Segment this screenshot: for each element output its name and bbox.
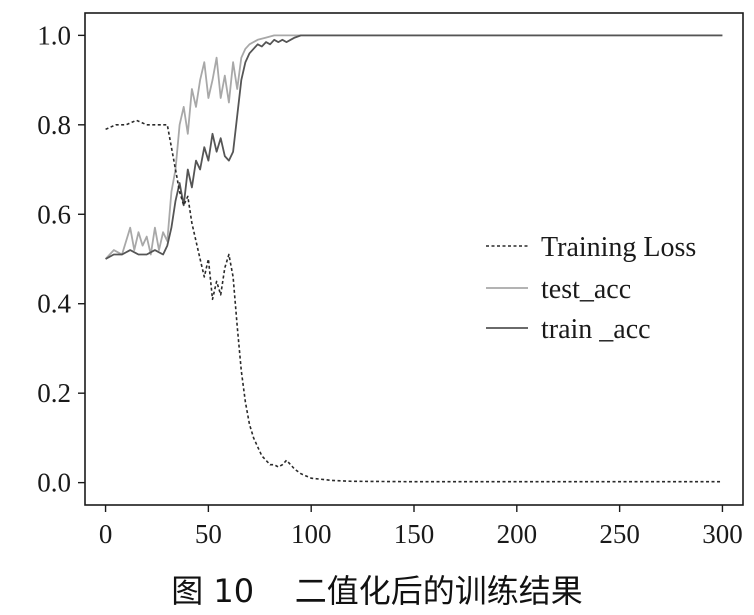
legend-label: Training Loss [541,232,696,263]
x-tick-label: 150 [394,519,435,549]
series-layer [104,34,723,483]
y-tick-label: 1.0 [37,20,71,50]
y-tick-label: 0.4 [37,289,71,319]
x-tick-label: 300 [702,519,743,549]
series-line-training-loss [105,119,723,483]
series-line-train-acc [105,34,723,260]
x-tick-label: 250 [599,519,640,549]
y-tick-label: 0.2 [37,378,71,408]
x-tick-label: 200 [497,519,538,549]
figure-caption: 图 10 二值化后的训练结果 [171,572,583,610]
legend-label: test_acc [541,274,631,305]
x-tick-label: 100 [291,519,332,549]
x-tick-label: 50 [195,519,222,549]
x-tick-label: 0 [99,519,113,549]
y-tick-label: 0.0 [37,468,71,498]
axis-ticks: 0 50 100 150 200 250 300 0.0 0.2 0.4 0.6 0.8 1.0 [37,20,742,549]
y-tick-label: 0.8 [37,110,71,140]
y-tick-label: 0.6 [37,199,71,229]
legend-label: train _acc [541,314,651,345]
series-line-test-acc [104,34,723,260]
